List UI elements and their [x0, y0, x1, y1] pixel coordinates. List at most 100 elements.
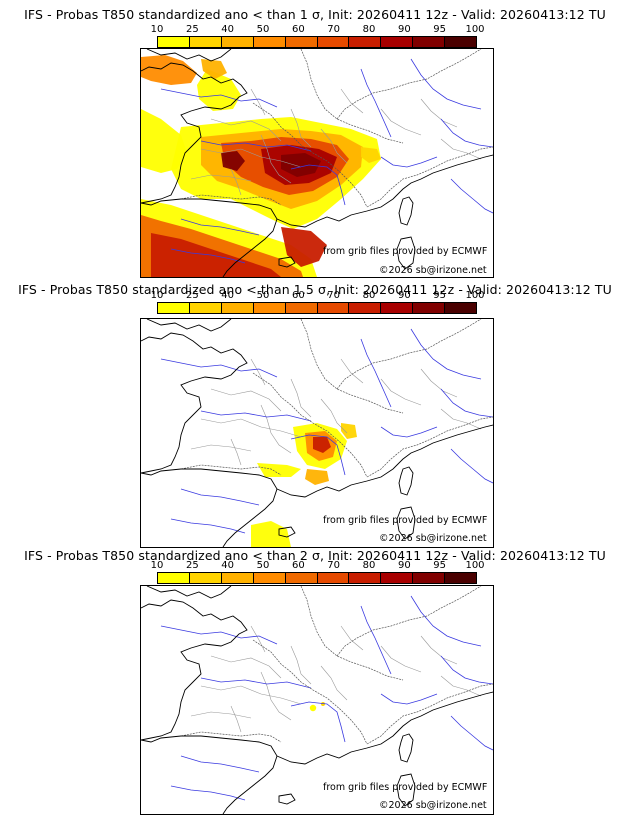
island-outline: [278, 256, 296, 268]
map-canvas: [141, 319, 493, 547]
probability-contour: [141, 55, 197, 85]
region-boundary: [290, 378, 312, 418]
region-boundary: [260, 404, 292, 454]
probability-contour: [321, 702, 325, 706]
country-border: [300, 586, 404, 681]
region-boundary: [230, 438, 242, 466]
island-outline: [278, 526, 296, 538]
probability-contour: [151, 233, 281, 277]
legend-swatch: [158, 37, 190, 47]
river-line: [450, 715, 493, 751]
coastline: [141, 468, 278, 547]
region-boundary: [230, 168, 242, 196]
island-outline: [396, 773, 416, 807]
region-boundary: [380, 645, 422, 673]
legend-swatch: [317, 37, 350, 47]
region-boundary: [420, 368, 458, 398]
legend-tick-label: 10: [150, 560, 164, 571]
region-boundary: [340, 358, 364, 384]
island-outline: [398, 466, 414, 496]
region-boundary: [250, 88, 266, 116]
probability-contour: [313, 437, 331, 453]
river-line: [360, 605, 392, 675]
legend-swatch: [285, 573, 318, 583]
probability-contour: [281, 227, 327, 267]
coastline: [146, 49, 232, 62]
data-credit: from grib files provided by ECMWF: [323, 515, 488, 526]
country-border: [336, 319, 482, 390]
island-outline: [396, 506, 416, 540]
region-boundary: [440, 138, 482, 160]
probability-map: from grib files provided by ECMWF ©2026 …: [140, 48, 494, 278]
coastline: [141, 599, 248, 741]
probability-contour: [305, 469, 329, 485]
river-line: [160, 625, 278, 645]
data-credit: from grib files provided by ECMWF: [323, 246, 488, 257]
legend-swatch: [253, 303, 286, 313]
legend-tick-label: 10: [150, 24, 164, 35]
base-map: [141, 586, 493, 814]
region-boundary: [290, 645, 312, 685]
legend-swatch: [445, 303, 477, 313]
coastline: [276, 424, 493, 498]
legend-swatch: [285, 303, 318, 313]
legend-tick-label: 40: [221, 560, 235, 571]
country-border: [336, 49, 482, 120]
country-border: [180, 731, 282, 743]
legend-swatch: [253, 573, 286, 583]
legend-tick-label: 70: [327, 24, 341, 35]
coastline: [141, 735, 278, 814]
panel-title: IFS - Probas T850 standardized ano < tha…: [24, 548, 606, 563]
coastline: [141, 198, 278, 277]
legend-swatch: [381, 303, 414, 313]
legend-swatch: [221, 303, 254, 313]
legend-tick-label: 40: [221, 24, 235, 35]
region-boundary: [440, 675, 482, 697]
region-boundary: [290, 108, 312, 148]
river-line: [410, 328, 482, 380]
legend-tick-label: 95: [433, 290, 447, 301]
base-map: [141, 49, 493, 277]
probability-contour: [221, 151, 245, 171]
coastline: [146, 586, 232, 599]
region-boundary: [190, 174, 252, 182]
coastline: [141, 332, 248, 474]
colorbar: [157, 36, 477, 48]
legend-swatch: [158, 573, 190, 583]
region-boundary: [200, 685, 302, 705]
legend-tick-label: 25: [185, 290, 199, 301]
region-boundary: [320, 128, 348, 164]
probability-field: [141, 55, 381, 277]
river-line: [380, 156, 438, 168]
region-boundary: [380, 108, 422, 136]
region-boundary: [190, 711, 252, 719]
river-line: [160, 358, 278, 378]
region-boundary: [420, 635, 458, 665]
legend-tick-label: 80: [362, 290, 376, 301]
coastline: [146, 319, 232, 332]
legend-swatch: [349, 37, 382, 47]
country-border: [180, 464, 282, 476]
country-border: [300, 49, 404, 144]
region-boundary: [320, 398, 348, 434]
river-line: [410, 58, 482, 110]
island-outline: [398, 733, 414, 763]
legend-swatch: [189, 303, 222, 313]
legend-tick-label: 90: [397, 290, 411, 301]
island-outline: [396, 236, 416, 270]
legend-tick-label: 100: [465, 560, 485, 571]
legend-swatch: [349, 573, 382, 583]
region-boundary: [210, 388, 282, 412]
river-line: [170, 248, 246, 264]
probability-contour: [309, 704, 317, 712]
region-boundary: [260, 671, 292, 721]
river-line: [170, 518, 246, 534]
country-border: [336, 586, 482, 657]
legend-swatch: [317, 573, 350, 583]
copyright: ©2026 sb@irizone.net: [379, 265, 487, 276]
legend-tick-label: 60: [291, 560, 305, 571]
country-border: [300, 319, 404, 414]
map-canvas: [141, 49, 493, 277]
country-border: [366, 683, 493, 745]
legend-swatch: [221, 37, 254, 47]
